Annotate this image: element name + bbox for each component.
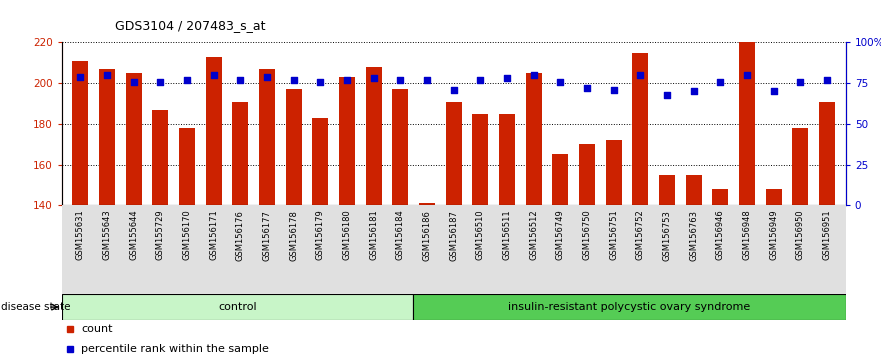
Text: GSM156184: GSM156184 xyxy=(396,210,405,261)
Point xyxy=(207,72,221,78)
Text: disease state: disease state xyxy=(1,302,70,312)
Point xyxy=(794,79,808,84)
Point xyxy=(820,77,834,83)
Point xyxy=(473,77,487,83)
Point xyxy=(714,79,728,84)
Bar xyxy=(579,144,595,205)
Bar xyxy=(713,189,729,205)
Point xyxy=(420,77,434,83)
Text: GSM155644: GSM155644 xyxy=(130,210,138,261)
Bar xyxy=(285,89,301,205)
Text: GSM156179: GSM156179 xyxy=(316,210,325,261)
Text: GSM156187: GSM156187 xyxy=(449,210,458,261)
Bar xyxy=(313,118,329,205)
Text: GDS3104 / 207483_s_at: GDS3104 / 207483_s_at xyxy=(115,19,265,32)
Point xyxy=(553,79,567,84)
FancyBboxPatch shape xyxy=(62,294,413,320)
Point xyxy=(766,88,781,94)
Bar xyxy=(766,189,781,205)
Text: GSM156510: GSM156510 xyxy=(476,210,485,261)
Text: GSM156178: GSM156178 xyxy=(289,210,298,261)
Point xyxy=(740,72,754,78)
Point xyxy=(447,87,461,92)
Text: GSM155631: GSM155631 xyxy=(76,210,85,261)
Point xyxy=(500,75,515,81)
Bar xyxy=(659,175,675,205)
Bar xyxy=(552,154,568,205)
Text: GSM156750: GSM156750 xyxy=(582,210,591,261)
Bar xyxy=(205,57,222,205)
Bar xyxy=(685,175,702,205)
Bar xyxy=(366,67,381,205)
Point xyxy=(233,77,248,83)
Bar xyxy=(446,102,462,205)
Text: control: control xyxy=(218,302,256,312)
Point xyxy=(393,77,407,83)
Bar xyxy=(606,140,622,205)
Text: GSM156749: GSM156749 xyxy=(556,210,565,261)
FancyBboxPatch shape xyxy=(62,205,846,294)
Point xyxy=(153,79,167,84)
Text: percentile rank within the sample: percentile rank within the sample xyxy=(81,344,270,354)
Point xyxy=(100,72,114,78)
Text: GSM156948: GSM156948 xyxy=(743,210,751,261)
Text: count: count xyxy=(81,324,113,334)
Bar xyxy=(259,69,275,205)
Point xyxy=(127,79,141,84)
FancyBboxPatch shape xyxy=(413,294,846,320)
Point xyxy=(314,79,328,84)
Bar xyxy=(72,61,88,205)
Text: GSM156950: GSM156950 xyxy=(796,210,805,261)
Text: GSM156753: GSM156753 xyxy=(663,210,671,261)
Text: insulin-resistant polycystic ovary syndrome: insulin-resistant polycystic ovary syndr… xyxy=(508,302,751,312)
Text: GSM156170: GSM156170 xyxy=(182,210,191,261)
Bar xyxy=(526,73,542,205)
Point xyxy=(686,88,700,94)
Bar xyxy=(472,114,488,205)
Bar xyxy=(179,128,195,205)
Point xyxy=(580,85,594,91)
Point xyxy=(660,92,674,97)
Point xyxy=(527,72,541,78)
Bar xyxy=(152,110,168,205)
Text: GSM156176: GSM156176 xyxy=(236,210,245,261)
Text: GSM155729: GSM155729 xyxy=(156,210,165,261)
Text: GSM156512: GSM156512 xyxy=(529,210,538,261)
Text: GSM156946: GSM156946 xyxy=(716,210,725,261)
Text: GSM156951: GSM156951 xyxy=(823,210,832,261)
Text: GSM156752: GSM156752 xyxy=(636,210,645,261)
Bar xyxy=(339,77,355,205)
Bar xyxy=(739,42,755,205)
Text: GSM156949: GSM156949 xyxy=(769,210,778,261)
Text: GSM156171: GSM156171 xyxy=(209,210,218,261)
Point xyxy=(633,72,648,78)
Bar xyxy=(126,73,142,205)
Bar xyxy=(233,102,248,205)
Bar xyxy=(792,128,809,205)
Text: GSM156511: GSM156511 xyxy=(502,210,512,261)
Text: GSM155643: GSM155643 xyxy=(102,210,112,261)
Point xyxy=(340,77,354,83)
Point xyxy=(366,75,381,81)
Point xyxy=(73,74,87,80)
Text: GSM156181: GSM156181 xyxy=(369,210,378,261)
Bar xyxy=(392,89,409,205)
Point xyxy=(607,87,621,92)
Bar xyxy=(819,102,835,205)
Bar xyxy=(99,69,115,205)
Bar xyxy=(633,53,648,205)
Point xyxy=(260,74,274,80)
Point xyxy=(286,77,300,83)
Text: GSM156751: GSM156751 xyxy=(610,210,618,261)
Bar xyxy=(419,203,435,205)
Text: GSM156177: GSM156177 xyxy=(263,210,271,261)
Text: GSM156180: GSM156180 xyxy=(343,210,352,261)
Bar xyxy=(499,114,515,205)
Point xyxy=(180,77,194,83)
Text: GSM156186: GSM156186 xyxy=(423,210,432,261)
Text: GSM156763: GSM156763 xyxy=(689,210,699,261)
